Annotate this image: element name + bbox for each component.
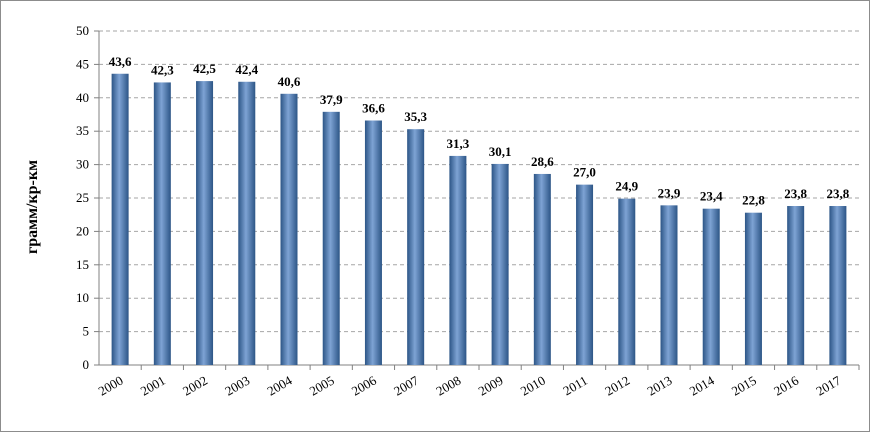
data-label-2010: 28,6: [531, 154, 554, 169]
x-tick-label-2010: 2010: [518, 373, 548, 399]
x-tick-label-2017: 2017: [813, 372, 843, 398]
bar-2009: [491, 163, 509, 365]
x-tick-labels: 2000 2001 2002 2003 2004 2005 2006 2007 2008 2009…: [96, 372, 844, 398]
bar-2001: [153, 82, 171, 365]
x-tick-label-2008: 2008: [433, 373, 463, 399]
x-tick-label-2005: 2005: [307, 373, 337, 399]
x-tick-label-2016: 2016: [771, 372, 801, 398]
y-tick-label: 20: [76, 223, 89, 238]
data-label-2005: 37,9: [320, 92, 343, 107]
data-label-2003: 42,4: [235, 62, 258, 77]
bar-2017: [829, 206, 847, 365]
bar-2013: [660, 205, 678, 365]
x-tick-label-2007: 2007: [391, 372, 421, 398]
bar-2000: [111, 73, 129, 365]
bar-2010: [533, 173, 551, 365]
data-label-2004: 40,6: [278, 74, 301, 89]
x-tick-label-2004: 2004: [264, 372, 294, 398]
y-tick-label: 0: [83, 357, 90, 372]
data-labels: 43,6 42,3 42,5 42,4 40,6 37,9 36,6 35,3 31,3 30,1…: [109, 54, 850, 208]
data-label-2007: 35,3: [404, 109, 427, 124]
data-label-2009: 30,1: [489, 144, 512, 159]
x-tick-label-2014: 2014: [687, 372, 717, 398]
data-label-2016: 23,8: [784, 186, 807, 201]
bar-2004: [280, 93, 298, 366]
bar-2011: [576, 184, 594, 365]
data-label-2015: 22,8: [742, 193, 765, 208]
y-tick-label: 10: [76, 290, 89, 305]
data-label-2001: 42,3: [151, 62, 174, 77]
data-label-2013: 23,9: [658, 185, 681, 200]
data-label-2000: 43,6: [109, 54, 132, 69]
data-label-2012: 24,9: [615, 179, 638, 194]
x-tick-label-2000: 2000: [96, 373, 126, 399]
bar-2008: [449, 155, 467, 365]
y-tick-label: 35: [76, 123, 89, 138]
gridlines: [99, 30, 859, 333]
axes: [94, 30, 860, 370]
bar-2002: [196, 81, 214, 365]
data-label-2014: 23,4: [700, 189, 723, 204]
x-tick-label-2009: 2009: [476, 373, 506, 399]
bar-2015: [744, 212, 762, 365]
x-tick-label-2003: 2003: [222, 373, 252, 399]
data-label-2008: 31,3: [447, 136, 470, 151]
bar-2012: [618, 198, 636, 365]
y-tick-label: 25: [76, 190, 89, 205]
y-tick-label: 40: [76, 90, 89, 105]
data-label-2011: 27,0: [573, 165, 596, 180]
x-tick-label-2013: 2013: [644, 373, 674, 399]
bar-2016: [787, 206, 805, 365]
bar-2005: [322, 111, 340, 365]
bar-2007: [407, 129, 425, 365]
data-label-2006: 36,6: [362, 101, 385, 116]
y-tick-label: 30: [76, 157, 89, 172]
y-tick-label: 45: [76, 56, 89, 71]
x-tick-label-2015: 2015: [729, 373, 759, 399]
x-tick-label-2012: 2012: [602, 373, 632, 399]
x-tick-label-2002: 2002: [180, 373, 210, 399]
y-tick-labels: 0 5 10 15 20 25 30 35 40 45 50: [76, 23, 89, 372]
bars: [111, 73, 847, 366]
y-axis-title: грамм/кр-км: [24, 160, 41, 254]
bar-2003: [238, 81, 256, 365]
y-tick-label: 50: [76, 23, 89, 38]
data-label-2002: 42,5: [193, 61, 216, 76]
x-tick-label-2006: 2006: [349, 372, 379, 398]
x-tick-label-2011: 2011: [560, 373, 590, 399]
y-tick-label: 15: [76, 257, 89, 272]
bar-2006: [364, 120, 382, 366]
bar-2014: [702, 208, 720, 365]
data-label-2017: 23,8: [827, 186, 850, 201]
x-tick-label-2001: 2001: [138, 373, 168, 399]
y-tick-label: 5: [83, 324, 90, 339]
